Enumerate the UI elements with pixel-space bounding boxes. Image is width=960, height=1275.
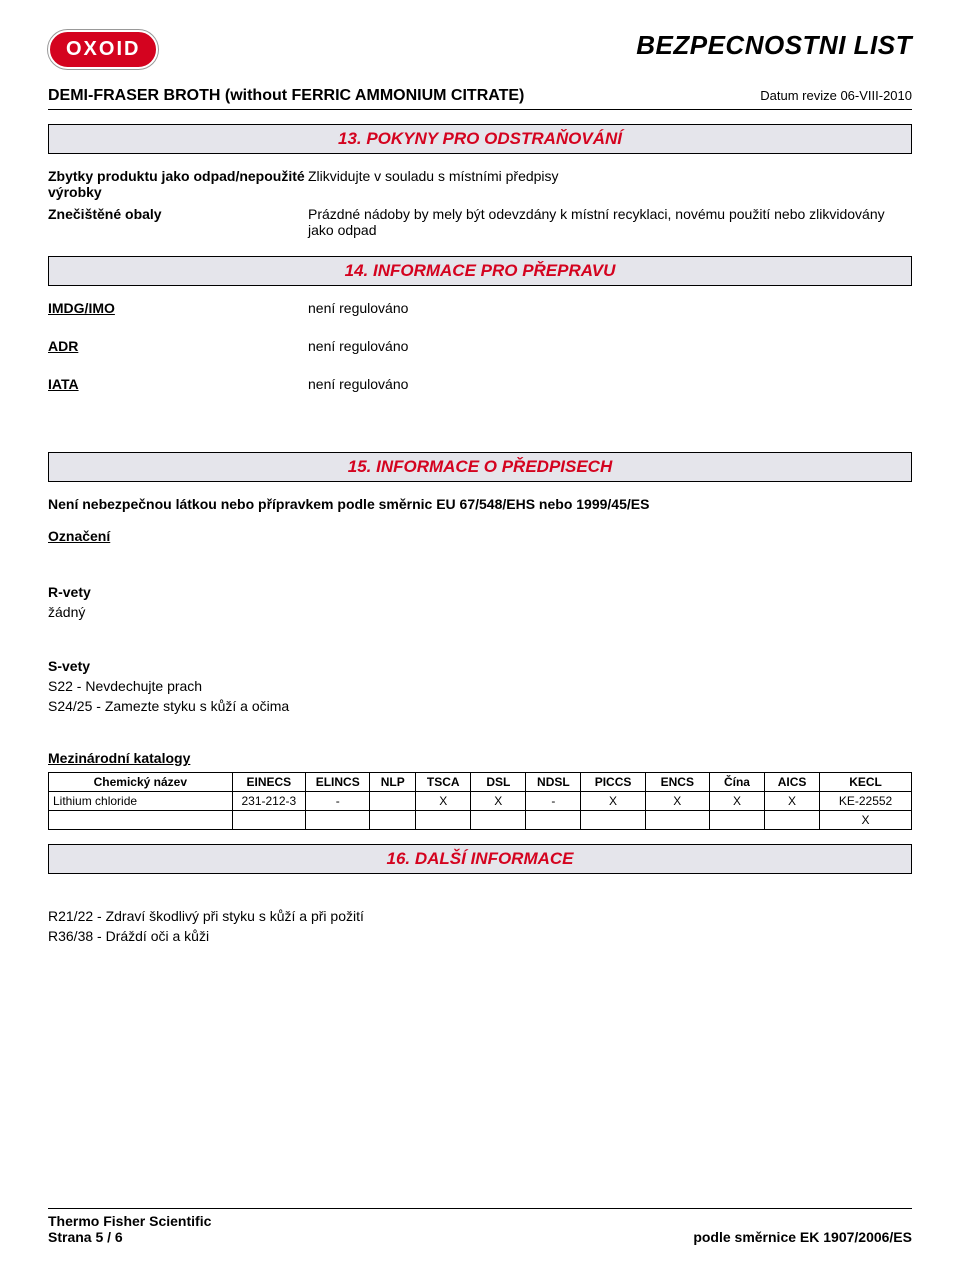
section-16-heading: 16. DALŠÍ INFORMACE [48, 844, 912, 874]
s14-val2: není regulováno [308, 338, 912, 354]
td-0-6: - [526, 792, 581, 811]
s16-line-1: R36/38 - Dráždí oči a kůži [48, 928, 912, 944]
td-0-5: X [471, 792, 526, 811]
th-8: ENCS [645, 773, 709, 792]
td-0-2: - [306, 792, 370, 811]
th-4: TSCA [416, 773, 471, 792]
section-14-body: IMDG/IMO není regulováno ADR není regulo… [48, 300, 912, 392]
th-3: NLP [370, 773, 416, 792]
th-11: KECL [820, 773, 912, 792]
td-1-1 [232, 811, 305, 830]
r-vety-value: žádný [48, 604, 912, 620]
section-14-heading: 14. INFORMACE PRO PŘEPRAVU [48, 256, 912, 286]
s14-row2: ADR není regulováno [48, 338, 912, 354]
td-1-7 [581, 811, 645, 830]
product-row: DEMI-FRASER BROTH (without FERRIC AMMONI… [48, 87, 912, 105]
s14-val3: není regulováno [308, 376, 912, 392]
th-6: NDSL [526, 773, 581, 792]
s15-statement: Není nebezpečnou látkou nebo přípravkem … [48, 496, 912, 512]
s13-val1: Zlikvidujte v souladu s místními předpis… [308, 168, 912, 184]
s-vety-label: S-vety [48, 658, 912, 674]
td-1-8 [645, 811, 709, 830]
td-0-7: X [581, 792, 645, 811]
th-2: ELINCS [306, 773, 370, 792]
intl-catalogs-heading: Mezinárodní katalogy [48, 750, 912, 766]
footer-right: podle směrnice EK 1907/2006/ES [693, 1229, 912, 1245]
td-1-4 [416, 811, 471, 830]
footer-company: Thermo Fisher Scientific [48, 1213, 211, 1229]
s14-row1: IMDG/IMO není regulováno [48, 300, 912, 316]
td-1-2 [306, 811, 370, 830]
td-0-11: KE-22552 [820, 792, 912, 811]
td-1-6 [526, 811, 581, 830]
brand-logo: OXOID [48, 30, 158, 69]
s15-labelling-heading: Označení [48, 528, 912, 544]
th-10: AICS [765, 773, 820, 792]
s13-val2: Prázdné nádoby by mely být odevzdány k m… [308, 206, 912, 238]
th-1: EINECS [232, 773, 305, 792]
td-0-1: 231-212-3 [232, 792, 305, 811]
footer-left: Thermo Fisher Scientific Strana 5 / 6 [48, 1213, 211, 1245]
s-vety-line-0: S22 - Nevdechujte prach [48, 678, 912, 694]
td-1-11: X [820, 811, 912, 830]
th-9: Čína [709, 773, 764, 792]
product-name: DEMI-FRASER BROTH (without FERRIC AMMONI… [48, 87, 524, 105]
td-0-9: X [709, 792, 764, 811]
page-footer: Thermo Fisher Scientific Strana 5 / 6 po… [48, 1208, 912, 1245]
sheet-title: BEZPECNOSTNI LIST [636, 30, 912, 61]
td-1-5 [471, 811, 526, 830]
section-13-body: Zbytky produktu jako odpad/nepoužité výr… [48, 168, 912, 238]
td-0-3 [370, 792, 416, 811]
td-1-3 [370, 811, 416, 830]
th-0: Chemický název [49, 773, 233, 792]
s-vety-line-1: S24/25 - Zamezte styku s kůží a očima [48, 698, 912, 714]
header-rule [48, 109, 912, 110]
td-0-10: X [765, 792, 820, 811]
revision-date: Datum revize 06-VIII-2010 [760, 88, 912, 103]
inventory-table: Chemický název EINECS ELINCS NLP TSCA DS… [48, 772, 912, 830]
s13-key1: Zbytky produktu jako odpad/nepoužité výr… [48, 168, 308, 200]
td-0-8: X [645, 792, 709, 811]
td-0-0: Lithium chloride [49, 792, 233, 811]
td-1-9 [709, 811, 764, 830]
footer-page: Strana 5 / 6 [48, 1229, 211, 1245]
s13-row1: Zbytky produktu jako odpad/nepoužité výr… [48, 168, 912, 200]
s14-row3: IATA není regulováno [48, 376, 912, 392]
s14-val1: není regulováno [308, 300, 912, 316]
s14-key3: IATA [48, 376, 308, 392]
table-row: X [49, 811, 912, 830]
s13-row2: Znečištěné obaly Prázdné nádoby by mely … [48, 206, 912, 238]
th-5: DSL [471, 773, 526, 792]
td-0-4: X [416, 792, 471, 811]
table-row: Lithium chloride 231-212-3 - X X - X X X… [49, 792, 912, 811]
section-15-heading: 15. INFORMACE O PŘEDPISECH [48, 452, 912, 482]
r-vety-label: R-vety [48, 584, 912, 600]
table-header-row: Chemický název EINECS ELINCS NLP TSCA DS… [49, 773, 912, 792]
th-7: PICCS [581, 773, 645, 792]
s13-key2: Znečištěné obaly [48, 206, 308, 222]
td-1-10 [765, 811, 820, 830]
s16-line-0: R21/22 - Zdraví škodlivý při styku s kůž… [48, 908, 912, 924]
section-13-heading: 13. POKYNY PRO ODSTRAŇOVÁNÍ [48, 124, 912, 154]
s14-key1: IMDG/IMO [48, 300, 308, 316]
td-1-0 [49, 811, 233, 830]
header-row: OXOID BEZPECNOSTNI LIST [48, 30, 912, 69]
s14-key2: ADR [48, 338, 308, 354]
